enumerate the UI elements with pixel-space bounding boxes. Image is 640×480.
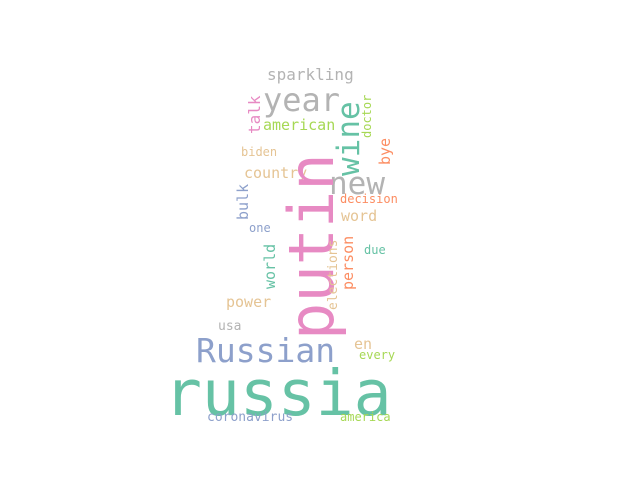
word-bulk: bulk [234, 183, 252, 220]
word-year: year [263, 81, 341, 119]
word-usa: usa [218, 319, 242, 334]
word-doctor: doctor [360, 94, 374, 138]
word-en: en [354, 335, 373, 353]
word-every: every [359, 348, 396, 362]
word-american: american [263, 116, 336, 134]
word-new: new [329, 166, 385, 202]
word-biden: biden [241, 145, 278, 159]
word-russian: Russian [196, 331, 336, 370]
word-bye: bye [376, 137, 394, 165]
word-coronavirus: coronavirus [207, 410, 294, 425]
word-decision: decision [340, 192, 398, 206]
word-word: word [341, 207, 378, 225]
word-talk: talk [245, 95, 264, 134]
word-one: one [249, 221, 271, 235]
word-russia: russia [164, 357, 392, 430]
word-power: power [226, 293, 272, 311]
word-world: world [261, 243, 279, 289]
word-person: person [339, 235, 357, 290]
word-country: country [244, 164, 308, 182]
word-due: due [364, 243, 386, 257]
word-america: america [340, 410, 391, 424]
word-sparkling: sparkling [267, 65, 354, 84]
